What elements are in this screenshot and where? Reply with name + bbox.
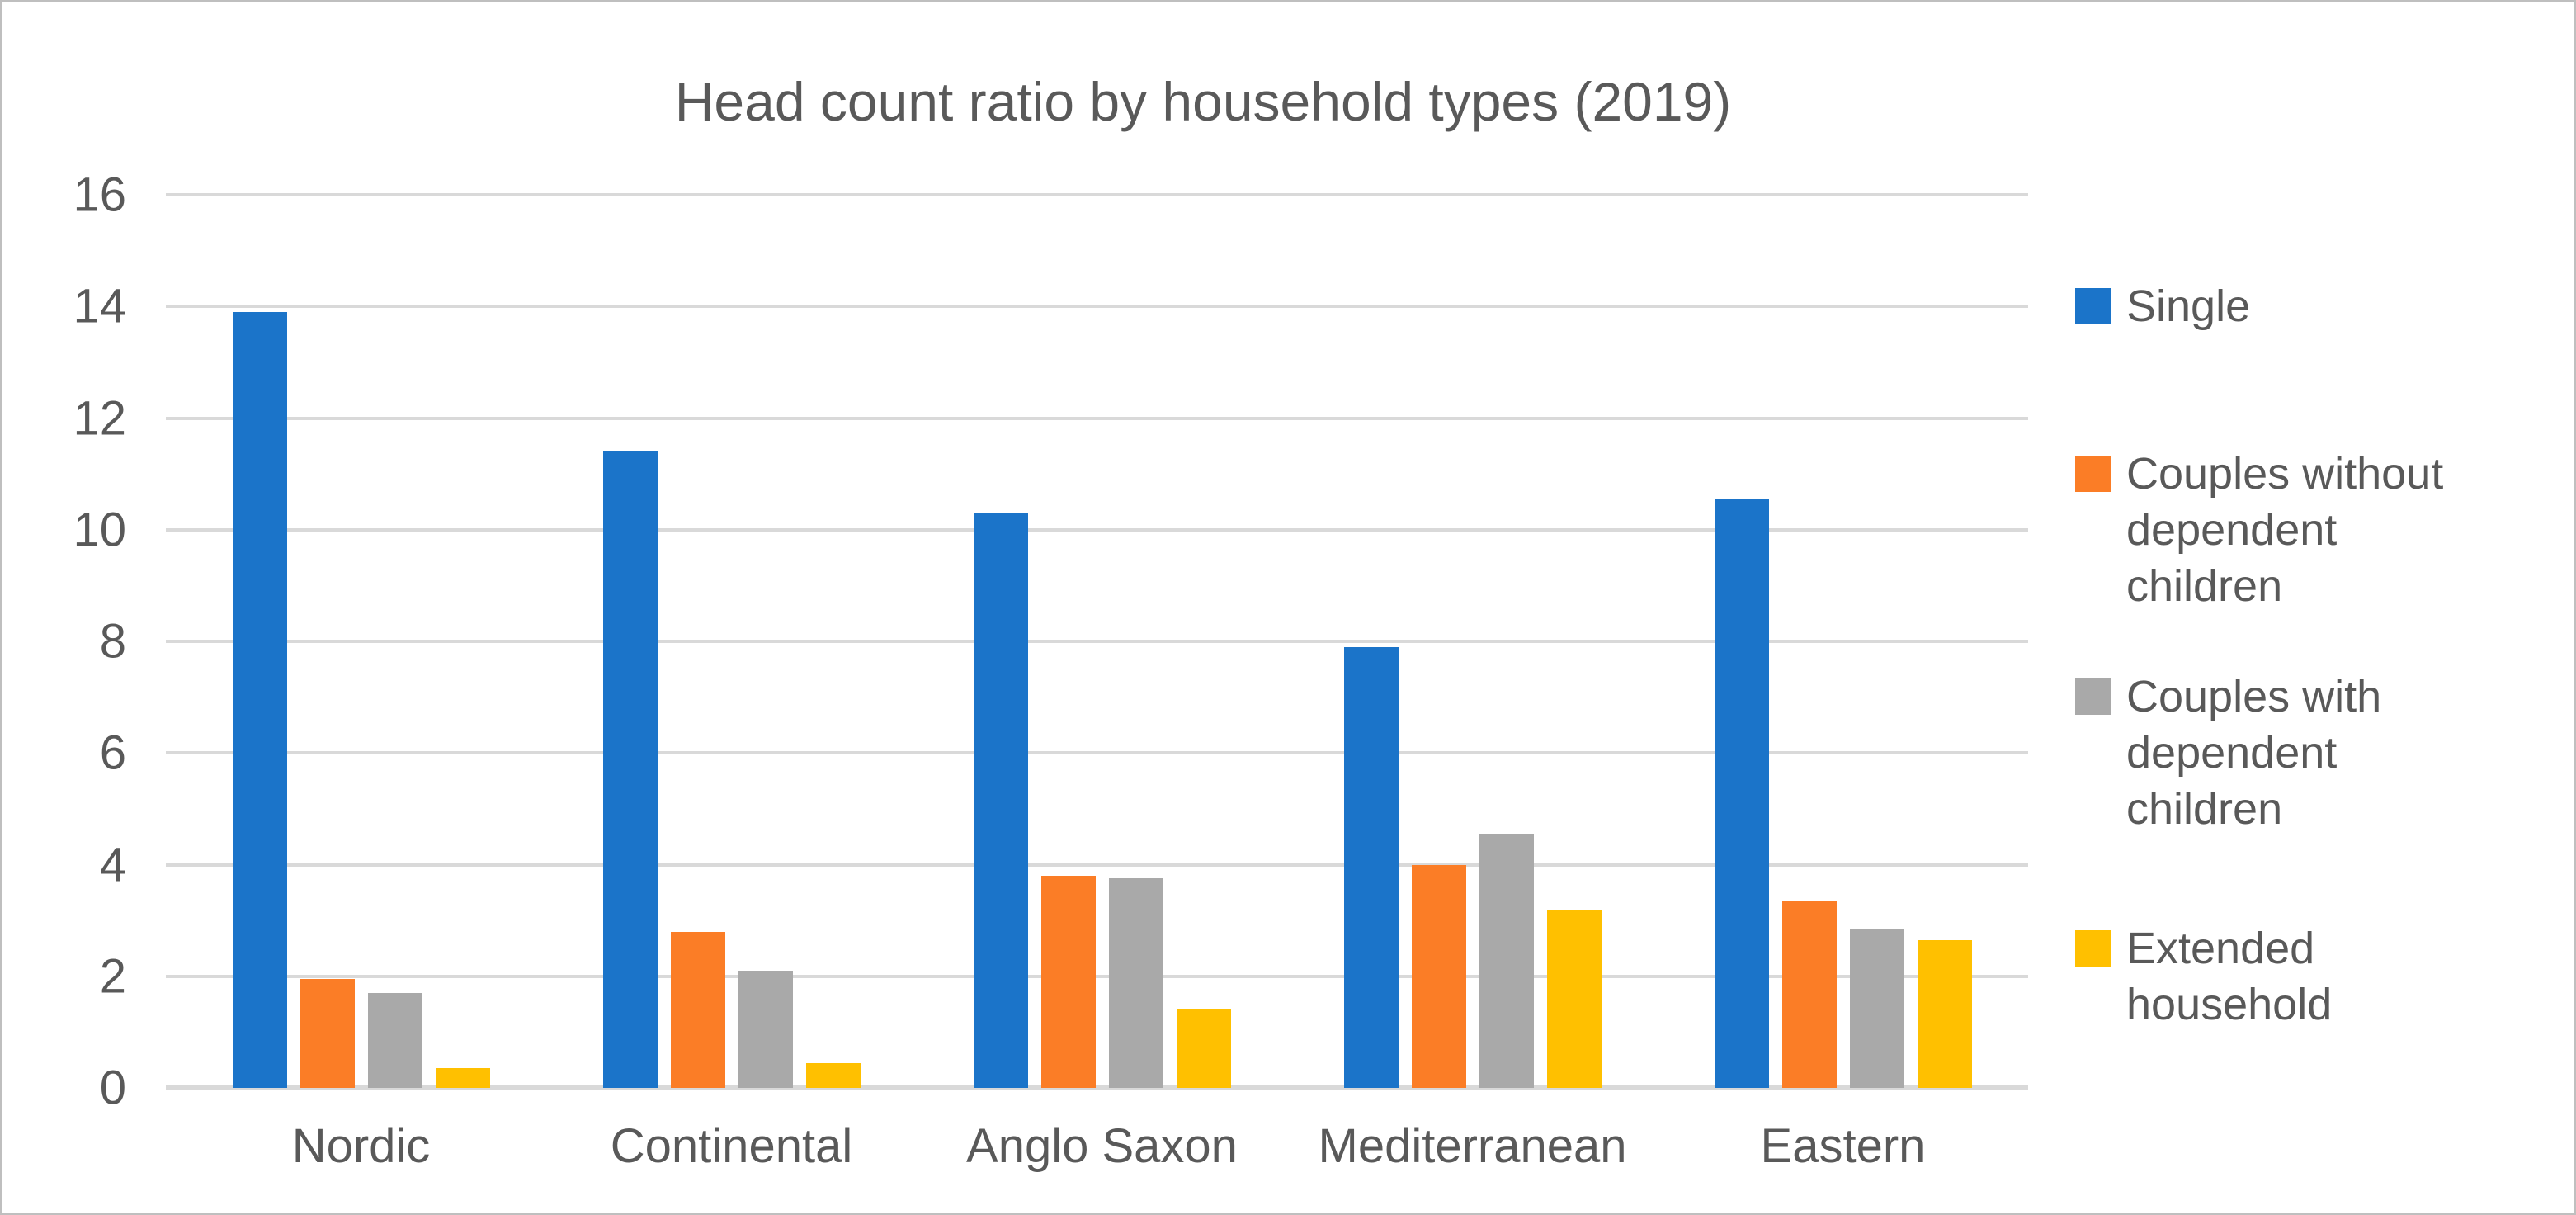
legend-label: Couples without dependent children (2126, 448, 2444, 611)
gridline (166, 193, 2028, 196)
bar-group (1658, 195, 2028, 1088)
y-tick-label: 0 (99, 1061, 126, 1115)
x-category-label: Anglo Saxon (966, 1119, 1238, 1173)
legend-entry: Couples with dependent children (2075, 669, 2489, 837)
plot-area (166, 193, 2028, 1090)
bar (602, 451, 658, 1088)
legend-item: Extended household (2075, 865, 2559, 1089)
y-tick-label: 4 (99, 838, 126, 891)
gridline (166, 416, 2028, 420)
x-axis-line (166, 1085, 2028, 1090)
legend: Single Couples without dependent children… (2075, 195, 2559, 1088)
x-category-label: Mediterranean (1318, 1119, 1627, 1173)
bar (670, 931, 725, 1088)
y-tick-label: 6 (99, 726, 126, 780)
y-tick-label: 8 (99, 614, 126, 669)
bar (1917, 939, 1972, 1088)
x-category-label: Nordic (291, 1119, 431, 1173)
bar (738, 971, 793, 1088)
y-tick-label: 14 (73, 279, 126, 333)
bar (1343, 646, 1399, 1088)
legend-swatch-icon (2075, 288, 2111, 325)
legend-entry: Extended household (2075, 920, 2489, 1033)
bar (435, 1068, 490, 1088)
bar (1176, 1009, 1231, 1088)
bar (367, 993, 422, 1088)
y-tick-label: 2 (99, 949, 126, 1004)
legend-item: Couples with dependent children (2075, 641, 2559, 865)
bar (973, 513, 1028, 1088)
y-tick-label: 10 (73, 503, 126, 557)
bar (1781, 901, 1837, 1088)
bar (1479, 834, 1534, 1088)
x-category-label: Eastern (1760, 1119, 1926, 1173)
bar (805, 1062, 861, 1088)
y-tick-label: 12 (73, 391, 126, 445)
legend-item: Single (2075, 195, 2559, 418)
bar (1546, 909, 1602, 1088)
bar-group (176, 195, 546, 1088)
legend-swatch-icon (2075, 929, 2111, 967)
gridline (166, 974, 2028, 978)
legend-label: Single (2126, 281, 2251, 332)
chart-title: Head count ratio by household types (201… (674, 71, 1732, 132)
legend-swatch-icon (2075, 455, 2111, 492)
gridline (166, 640, 2028, 643)
gridline (166, 863, 2028, 867)
legend-entry: Single (2075, 278, 2489, 334)
bar (1108, 878, 1163, 1088)
gridline (166, 527, 2028, 532)
legend-label: Couples with dependent children (2126, 672, 2382, 834)
bar-group (1287, 195, 1658, 1088)
bar (232, 312, 287, 1088)
bar (1714, 499, 1769, 1088)
bar (1411, 864, 1466, 1088)
gridline (166, 305, 2028, 309)
legend-item: Couples without dependent children (2075, 418, 2559, 642)
legend-swatch-icon (2075, 678, 2111, 716)
legend-label: Extended household (2126, 923, 2333, 1029)
y-tick-label: 16 (73, 168, 126, 222)
x-category-label: Continental (610, 1119, 853, 1173)
bar (300, 979, 355, 1088)
bar-group (546, 195, 917, 1088)
legend-entry: Couples without dependent children (2075, 446, 2489, 614)
bar-group (917, 195, 1287, 1088)
bar (1849, 929, 1904, 1088)
gridline (166, 751, 2028, 755)
bar (1040, 876, 1096, 1088)
